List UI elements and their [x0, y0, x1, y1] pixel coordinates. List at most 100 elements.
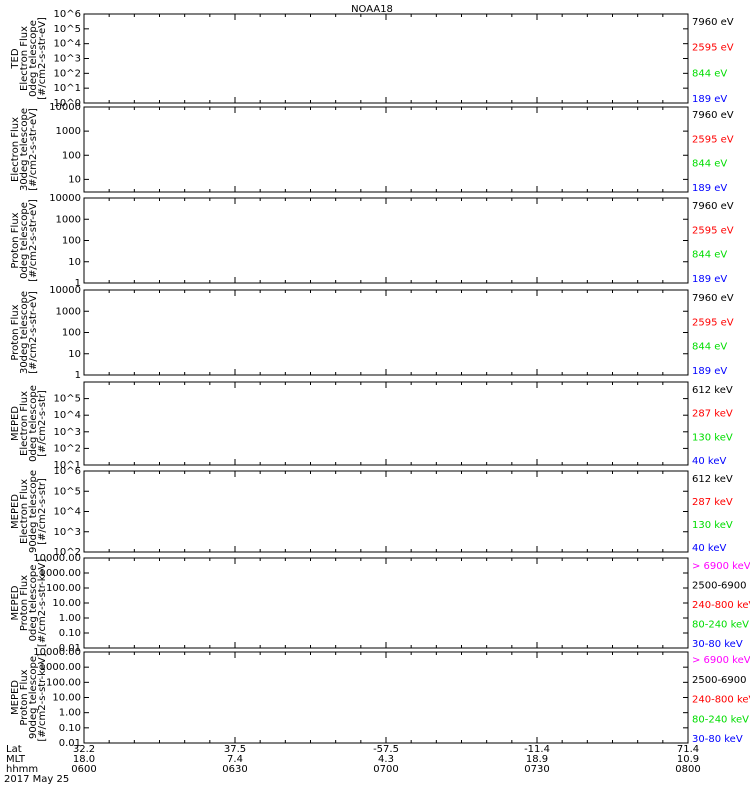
x-tick-label-mlt: 4.3	[378, 754, 394, 765]
legend-entry: 80-240 keV	[692, 714, 749, 725]
legend-entry: 189 eV	[692, 366, 727, 377]
y-tick-label: 1000	[56, 306, 81, 317]
legend-entry: 130 keV	[692, 432, 733, 443]
x-tick-label-hhmm: 0630	[222, 764, 247, 775]
panel-frame	[83, 106, 689, 193]
y-tick-label: 10000	[49, 285, 81, 296]
legend-entry: 30-80 keV	[692, 734, 743, 745]
x-tick-label-mlt: 18.0	[73, 754, 95, 765]
date-label: 2017 May 25	[4, 774, 69, 785]
y-tick-label: 100	[62, 328, 81, 339]
x-tick-label-lat: 37.5	[224, 744, 246, 755]
x-tick-label-mlt: 18.9	[526, 754, 548, 765]
panel-1: 10^0 10^1 10^2 10^3 10^4 10^5 10^6 TEDElectron …	[10, 9, 734, 109]
x-tick-label-hhmm: 0800	[675, 764, 700, 775]
legend-entry: 189 eV	[692, 274, 727, 285]
y-axis-label-line: [#/cm2-s-str-eV]	[28, 291, 39, 374]
panel-frame	[83, 651, 689, 744]
y-axis-label-line: Proton Flux	[10, 304, 21, 360]
y-tick-label: 100	[62, 150, 81, 161]
legend-entry: 2595 eV	[692, 317, 734, 328]
legend-entry: 2595 eV	[692, 134, 734, 145]
legend-entry: 40 keV	[692, 543, 726, 554]
legend-entry: > 6900 keV	[692, 561, 750, 572]
legend-entry: 189 eV	[692, 94, 727, 105]
y-axis-label-line: [#/cm2-s-str-eV]	[28, 199, 39, 282]
y-tick-label: 10^6	[54, 9, 81, 20]
legend-entry: 30-80 keV	[692, 639, 743, 650]
y-tick-label: 10^4	[54, 507, 81, 518]
y-axis-label-line: MEPED	[10, 494, 21, 529]
y-tick-label: 10^0	[54, 98, 81, 109]
y-axis-label-line: [#/cm2-s-str-eV]	[28, 108, 39, 191]
y-tick-label: 100	[62, 236, 81, 247]
panel-frame	[83, 470, 689, 553]
legend-entry: 7960 eV	[692, 293, 734, 304]
y-axis-label-line: 0deg telescope	[28, 20, 39, 97]
y-tick-label: 1000.00	[40, 568, 81, 579]
x-row-label: Lat	[6, 744, 22, 755]
x-row-label: hhmm	[6, 764, 38, 775]
y-tick-label: 1.00	[59, 708, 81, 719]
legend-entry: 2595 eV	[692, 43, 734, 54]
y-tick-label: 10^3	[54, 527, 81, 538]
y-axis-label-line: Electron Flux	[10, 117, 21, 182]
y-axis-label-line: [#/cm2-s-str-eV]	[37, 17, 48, 100]
legend-entry: 844 eV	[692, 159, 727, 170]
y-tick-label: 0.10	[59, 628, 81, 639]
y-tick-label: 10.00	[52, 693, 81, 704]
y-tick-label: 10000	[49, 193, 81, 204]
legend-entry: 240-800 keV	[692, 695, 750, 706]
y-tick-label: 10.00	[52, 598, 81, 609]
y-tick-label: 100.00	[46, 677, 81, 688]
y-axis-label-line: Proton Flux	[10, 212, 21, 268]
legend-entry: 612 keV	[692, 474, 733, 485]
legend-entry: 7960 eV	[692, 110, 734, 121]
legend-entry: 80-240 keV	[692, 620, 749, 631]
legend-entry: 844 eV	[692, 68, 727, 79]
y-tick-label: 10^2	[54, 443, 81, 454]
x-tick-label-mlt: 7.4	[227, 754, 243, 765]
y-tick-label: 0.10	[59, 723, 81, 734]
y-axis-label-line: MEPED	[10, 406, 21, 441]
panel-7: 0.01 0.10 1.00 10.00 100.00 1000.00 10000.00 ME…	[10, 553, 750, 654]
panel-frame	[83, 289, 689, 376]
y-axis-label-line: [#/cm2-s-str]	[37, 478, 48, 545]
y-tick-label: 10^5	[54, 394, 81, 405]
legend-entry: 844 eV	[692, 250, 727, 261]
x-tick-label-hhmm: 0700	[373, 764, 398, 775]
y-tick-label: 10000	[49, 102, 81, 113]
y-axis-label-line: Proton Flux	[19, 669, 30, 725]
y-axis-label-line: Electron Flux	[19, 26, 30, 91]
y-axis-label-line: 90deg telescope	[28, 656, 39, 739]
y-tick-label: 1.00	[59, 613, 81, 624]
x-row-label: MLT	[6, 754, 26, 765]
x-tick-label-lat: -57.5	[373, 744, 399, 755]
legend-entry: 240-800 keV	[692, 600, 750, 611]
legend-entry: 40 keV	[692, 456, 726, 467]
x-tick-label-lat: -11.4	[524, 744, 550, 755]
y-tick-label: 10	[68, 257, 81, 268]
y-tick-label: 10000.00	[33, 553, 81, 564]
y-tick-label: 10^2	[54, 547, 81, 558]
y-tick-label: 10^3	[54, 427, 81, 438]
y-tick-label: 10^5	[54, 486, 81, 497]
y-axis-label-line: 30deg telescope	[19, 108, 30, 191]
legend-entry: 7960 eV	[692, 201, 734, 212]
y-axis-label-line: MEPED	[10, 585, 21, 620]
y-tick-label: 1	[75, 370, 81, 381]
y-tick-label: 100.00	[46, 583, 81, 594]
legend-entry: 612 keV	[692, 385, 733, 396]
y-tick-label: 10^4	[54, 39, 81, 50]
legend-entry: 2500-6900	[692, 675, 747, 686]
y-tick-label: 1000.00	[40, 662, 81, 673]
y-tick-label: 1000	[56, 214, 81, 225]
y-tick-label: 10	[68, 349, 81, 360]
x-tick-label-mlt: 10.9	[677, 754, 699, 765]
y-axis-label-line: 30deg telescope	[19, 291, 30, 374]
